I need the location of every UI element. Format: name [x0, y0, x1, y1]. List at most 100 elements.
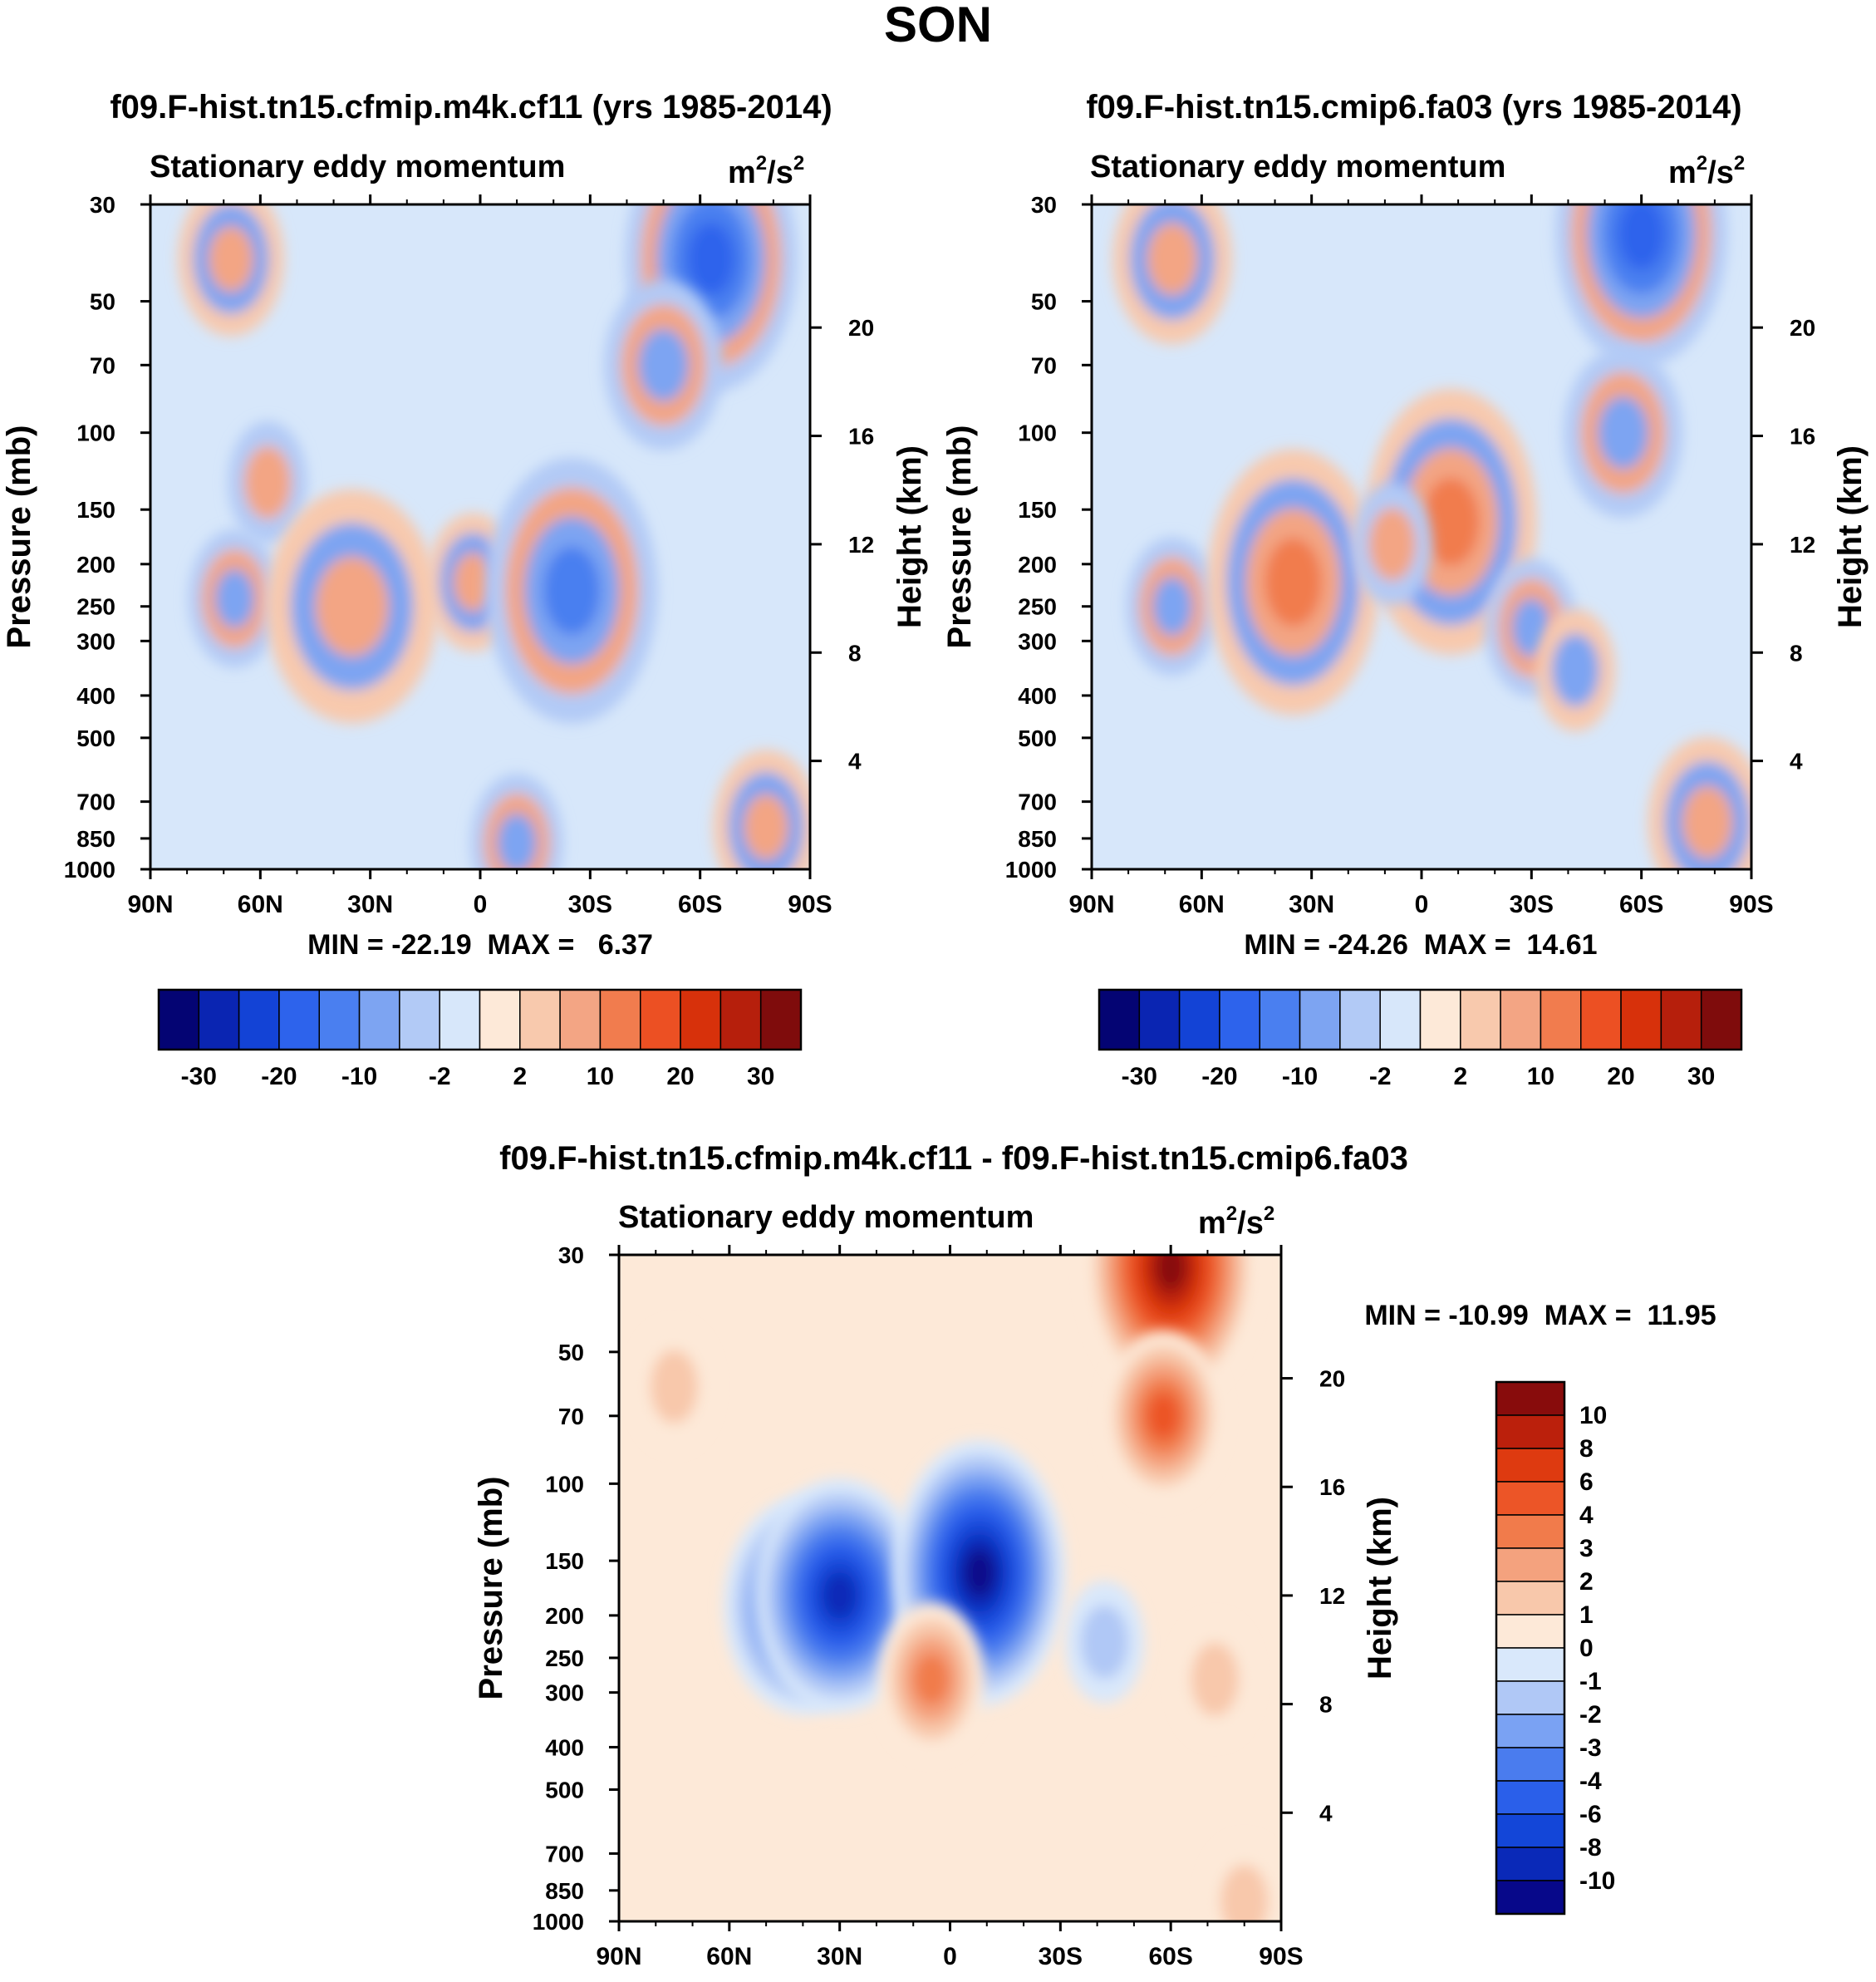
y-tick-label: 850 [76, 826, 115, 852]
panel-right-field [1092, 204, 1751, 869]
colorbar-label: 6 [1579, 1468, 1594, 1496]
height-tick-label: 20 [848, 315, 874, 341]
y-tick-label: 500 [1018, 725, 1057, 751]
panel-left-axes: 90N 60N 30N 0 30S 60S 90S 30 50 70 100 150 200 250 300… [64, 192, 874, 918]
y-tick-label: 300 [76, 628, 115, 654]
y-tick-label: 200 [1018, 552, 1057, 578]
contour-level [214, 568, 255, 629]
field-feature-3 [878, 1601, 985, 1757]
colorbar-swatch [1495, 1714, 1565, 1748]
y-tick-label: 700 [545, 1841, 584, 1866]
colorbar-label: 10 [1579, 1402, 1607, 1429]
contour-level [243, 445, 292, 519]
field-feature-7 [604, 279, 724, 450]
panel-left-title: f09.F-hist.tn15.cfmip.m4k.cf11 (yrs 1985… [110, 89, 832, 125]
y-tick-label: 400 [1018, 683, 1057, 709]
colorbar-label: -30 [181, 1063, 217, 1090]
height-tick-label: 16 [1319, 1474, 1345, 1500]
field-feature-1 [228, 420, 307, 544]
contour-level [687, 222, 735, 296]
x-tick-label: 30S [1510, 891, 1554, 918]
colorbar-swatch [439, 989, 481, 1050]
colorbar-label: 3 [1579, 1535, 1594, 1562]
y-tick-label: 200 [545, 1603, 584, 1629]
colorbar-swatch [1495, 1647, 1565, 1682]
y-tick-label: 30 [558, 1242, 584, 1268]
height-tick-label: 8 [1790, 640, 1803, 666]
colorbar-label: -30 [1122, 1063, 1157, 1090]
x-tick-label: 90S [1729, 891, 1773, 918]
field-feature-9 [1204, 1840, 1281, 1921]
colorbar-swatch [1495, 1747, 1565, 1782]
panel-left-subtitle: Stationary eddy momentum [150, 150, 565, 184]
colorbar-swatch [278, 989, 320, 1050]
field-feature-3 [266, 489, 438, 724]
panel-left-ylabel-right: Height (km) [891, 445, 928, 628]
colorbar-label: -10 [341, 1063, 377, 1090]
contour-level [1147, 222, 1198, 296]
colorbar-swatch [1495, 1381, 1565, 1416]
field-feature-8 [1175, 1618, 1255, 1741]
colorbar-swatch [1495, 1547, 1565, 1582]
panel-difference-ylabel-right: Height (km) [1362, 1497, 1398, 1680]
y-tick-label: 500 [76, 725, 115, 751]
panel-difference-field [619, 1255, 1281, 1921]
y-tick-label: 70 [1031, 352, 1057, 378]
y-tick-label: 100 [545, 1471, 584, 1497]
y-tick-label: 100 [76, 420, 115, 446]
x-tick-label: 0 [943, 1943, 957, 1970]
colorbar-swatch [318, 989, 361, 1050]
field-feature-9 [1535, 608, 1615, 732]
colorbar-swatch [1495, 1481, 1565, 1516]
colorbar-swatch [1495, 1581, 1565, 1616]
panel-right-ylabel: Pressure (mb) [941, 425, 978, 649]
x-tick-label: 60N [1179, 891, 1225, 918]
contour-level [822, 1571, 857, 1620]
x-tick-label: 60S [678, 891, 722, 918]
x-tick-label: 0 [1415, 891, 1429, 918]
y-tick-label: 400 [76, 683, 115, 709]
x-tick-label: 30N [347, 891, 393, 918]
contour-level [1618, 204, 1665, 270]
field-feature-0 [1112, 204, 1232, 345]
contour-level [1191, 1642, 1239, 1717]
panel-difference-ylabel: Pressure (mb) [473, 1477, 509, 1700]
colorbar-swatch [759, 989, 802, 1050]
colorbar-frame [157, 988, 803, 1051]
panel-right-axes: 90N 60N 30N 0 30S 60S 90S 30 50 70 100 150 200 250 300… [1005, 192, 1815, 918]
colorbar-swatch [1495, 1448, 1565, 1483]
contour-level [1368, 507, 1417, 581]
y-tick-label: 250 [1018, 594, 1057, 620]
y-tick-label: 30 [90, 192, 115, 218]
y-tick-label: 50 [1031, 289, 1057, 315]
x-tick-label: 30S [1039, 1943, 1083, 1970]
colorbar-label: -2 [1369, 1063, 1392, 1090]
colorbar-label: 20 [1607, 1063, 1634, 1090]
x-tick-label: 30N [1289, 891, 1334, 918]
x-tick-label: 90N [596, 1943, 641, 1970]
field-feature-2 [188, 529, 282, 668]
x-tick-label: 60S [1619, 891, 1663, 918]
y-tick-label: 70 [90, 352, 115, 378]
contour-level [650, 1350, 699, 1424]
height-tick-label: 4 [1790, 749, 1803, 775]
colorbar-swatch [1540, 989, 1582, 1050]
colorbar-swatch [1138, 989, 1181, 1050]
y-tick-label: 1000 [533, 1909, 584, 1935]
panel-difference-units: m2/s2 [1198, 1202, 1274, 1241]
colorbar-swatch [158, 989, 200, 1050]
colorbar-swatch [1495, 1813, 1565, 1848]
height-tick-label: 20 [1790, 315, 1815, 341]
x-tick-label: 90S [1259, 1943, 1303, 1970]
field-feature-8 [1648, 736, 1751, 869]
colorbar-label: 30 [747, 1063, 774, 1090]
colorbar-swatch [479, 989, 521, 1050]
contour-level [914, 1653, 950, 1705]
colorbar-label: -10 [1282, 1063, 1318, 1090]
field-feature-9 [470, 774, 563, 869]
contour-level [1220, 1864, 1269, 1921]
panel-difference-title: f09.F-hist.tn15.cfmip.m4k.cf11 - f09.F-h… [499, 1140, 1408, 1177]
y-tick-label: 300 [545, 1680, 584, 1706]
y-tick-label: 300 [1018, 628, 1057, 654]
colorbar-label: -2 [1579, 1701, 1602, 1729]
